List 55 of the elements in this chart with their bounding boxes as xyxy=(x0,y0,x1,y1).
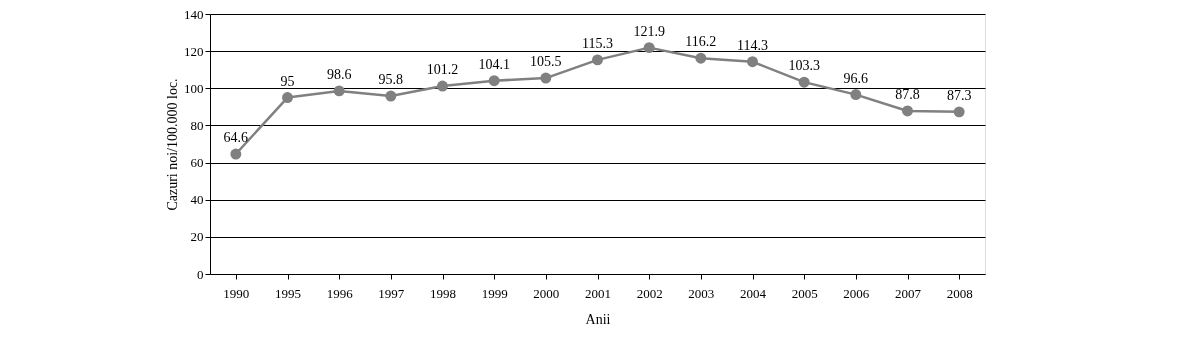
data-label: 95.8 xyxy=(378,72,404,88)
y-tick-label: 120 xyxy=(184,43,204,59)
x-tick-label: 2007 xyxy=(895,285,922,301)
x-tick-label: 2000 xyxy=(533,285,560,301)
point xyxy=(333,85,345,97)
x-tick-label: 1996 xyxy=(326,285,354,301)
y-tick-label: 40 xyxy=(190,192,204,208)
data-label: 87.3 xyxy=(946,87,972,103)
y-axis-title: Cazuri noi/100.000 loc. xyxy=(165,78,180,211)
x-tick-label: 2001 xyxy=(585,285,611,301)
point xyxy=(230,148,242,160)
point xyxy=(798,76,810,88)
point xyxy=(592,54,603,66)
point xyxy=(747,56,758,68)
data-label: 104.1 xyxy=(478,56,510,72)
point xyxy=(902,105,913,117)
y-tick-label: 140 xyxy=(184,6,204,22)
x-tick-label: 1998 xyxy=(430,285,456,301)
data-label: 98.6 xyxy=(326,66,352,82)
x-tick-label: 1999 xyxy=(481,285,508,301)
x-tick-label: 2004 xyxy=(740,285,767,301)
x-tick-label: 2008 xyxy=(946,285,973,301)
y-tick-label: 0 xyxy=(197,266,204,282)
data-label: 101.2 xyxy=(426,62,459,78)
y-tick-label: 60 xyxy=(190,155,204,171)
x-tick-label: 1997 xyxy=(378,285,405,301)
point xyxy=(437,80,448,92)
data-label: 64.6 xyxy=(223,130,249,146)
x-tick-label: 1990 xyxy=(223,285,250,301)
point xyxy=(850,89,862,101)
data-label: 87.8 xyxy=(895,86,920,102)
data-label: 95 xyxy=(280,73,295,89)
point xyxy=(488,75,500,87)
x-tick-label: 2003 xyxy=(688,285,715,301)
x-tick-label: 1995 xyxy=(275,285,301,301)
point xyxy=(695,52,707,64)
point xyxy=(385,90,397,102)
data-label: 96.6 xyxy=(843,70,869,86)
point xyxy=(643,42,655,54)
y-tick-label: 100 xyxy=(184,80,204,96)
data-label: 103.3 xyxy=(788,58,820,74)
data-label: 116.2 xyxy=(685,34,717,50)
point xyxy=(540,72,552,84)
y-tick-label: 20 xyxy=(190,229,204,245)
point xyxy=(953,106,965,118)
data-label: 115.3 xyxy=(582,35,613,51)
data-label: 121.9 xyxy=(633,23,665,39)
y-tick-label: 80 xyxy=(190,117,204,133)
data-label: 114.3 xyxy=(737,37,768,53)
x-tick-label: 2006 xyxy=(843,285,870,301)
x-axis-title: Anii xyxy=(585,311,611,327)
point xyxy=(282,92,293,104)
x-tick-label: 2005 xyxy=(791,285,818,301)
data-label: 105.5 xyxy=(530,54,562,70)
x-tick-label: 2002 xyxy=(636,285,663,301)
